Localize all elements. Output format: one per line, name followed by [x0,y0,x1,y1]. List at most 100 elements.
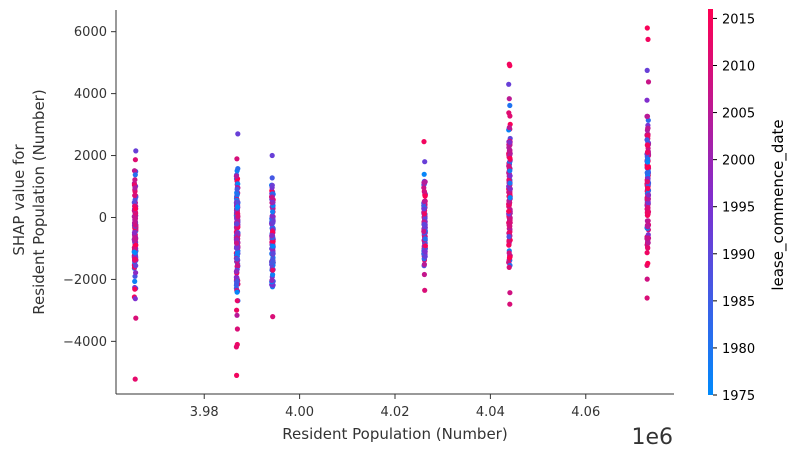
data-point [421,211,428,217]
data-point [507,301,513,307]
data-point [234,326,240,332]
y-tick-label: 2000 [74,149,107,164]
data-point [132,185,138,191]
data-point [644,210,650,216]
data-point [132,278,138,284]
data-point [133,263,139,269]
data-point [645,218,651,224]
colorbar-tick-label: 1975 [722,389,755,404]
data-point [507,113,513,119]
data-point [421,271,427,278]
data-point [644,295,650,301]
data-point [234,372,240,378]
data-point [131,249,137,255]
x-axis-ticks: 3.98 4.00 4.02 4.04 4.06 [190,394,600,420]
data-point [422,179,428,185]
colorbar-label: lease_commence_date [769,119,788,290]
data-point [421,228,427,234]
data-point [422,236,428,242]
data-point [507,290,513,296]
data-point [421,171,427,177]
data-point [270,209,276,215]
data-point [421,221,427,228]
data-point [506,125,512,131]
data-point [269,175,275,181]
data-point [270,314,276,320]
data-point [507,102,513,109]
data-point [506,234,512,240]
data-point [644,142,651,148]
data-point [421,198,427,204]
data-point [269,233,275,239]
x-tick-label: 4.02 [381,405,410,420]
colorbar [708,9,713,395]
y-tick-label: 0 [99,211,107,226]
data-point [507,155,513,161]
data-point [645,79,652,85]
data-point [234,186,240,192]
data-point [132,172,138,178]
x-tick-label: 4.00 [285,405,314,420]
x-tick-label: 4.06 [571,405,600,420]
data-point [644,67,650,73]
data-point [506,242,512,248]
data-point [645,125,651,131]
data-point [421,261,427,267]
data-point [507,173,513,179]
data-point [422,253,428,260]
data-point [645,133,651,139]
data-point [233,344,239,350]
colorbar-tick-label: 2005 [722,107,755,122]
data-point [507,223,513,229]
data-point [507,216,513,222]
colorbar-tick-label: 2000 [722,154,755,169]
y-axis-label-line2: Resident Population (Number) [30,89,48,314]
data-point [132,296,138,302]
data-point [422,243,428,249]
data-point [131,168,138,174]
data-point [645,200,651,206]
data-point [234,278,240,284]
data-point [645,205,651,211]
x-tick-label: 4.04 [476,405,505,420]
y-tick-label: 4000 [74,87,107,102]
data-point [506,148,512,154]
data-point [233,268,239,275]
data-point [235,166,241,172]
data-point [270,267,276,273]
data-point [234,204,241,210]
data-point [644,250,650,256]
data-point [269,213,275,219]
data-point [506,237,512,243]
colorbar-tick-label: 1990 [722,248,755,263]
data-point [507,186,513,192]
data-point [507,168,513,174]
data-point [421,206,427,212]
data-point [234,289,240,295]
data-point [645,240,651,246]
data-point [234,230,240,236]
data-point [506,255,513,261]
data-point [235,131,241,137]
data-point [421,139,427,145]
data-point [506,96,512,102]
data-point [132,192,138,199]
data-point [645,235,651,241]
colorbar-tick-label: 2015 [722,12,755,27]
data-point [507,139,513,145]
data-point [645,36,651,43]
data-point [234,240,240,246]
data-point [507,195,513,201]
data-point [235,213,241,219]
data-point [645,245,651,251]
y-axis-ticks: 6000 4000 2000 0 −2000 −4000 [63,25,116,350]
data-point [645,185,651,192]
data-point [132,215,139,221]
y-tick-label: −4000 [63,335,107,350]
data-point [644,137,650,143]
data-point [132,177,138,183]
x-tick-label: 3.98 [190,405,219,420]
data-point [270,272,276,278]
data-point [133,270,139,276]
data-point [235,262,241,269]
